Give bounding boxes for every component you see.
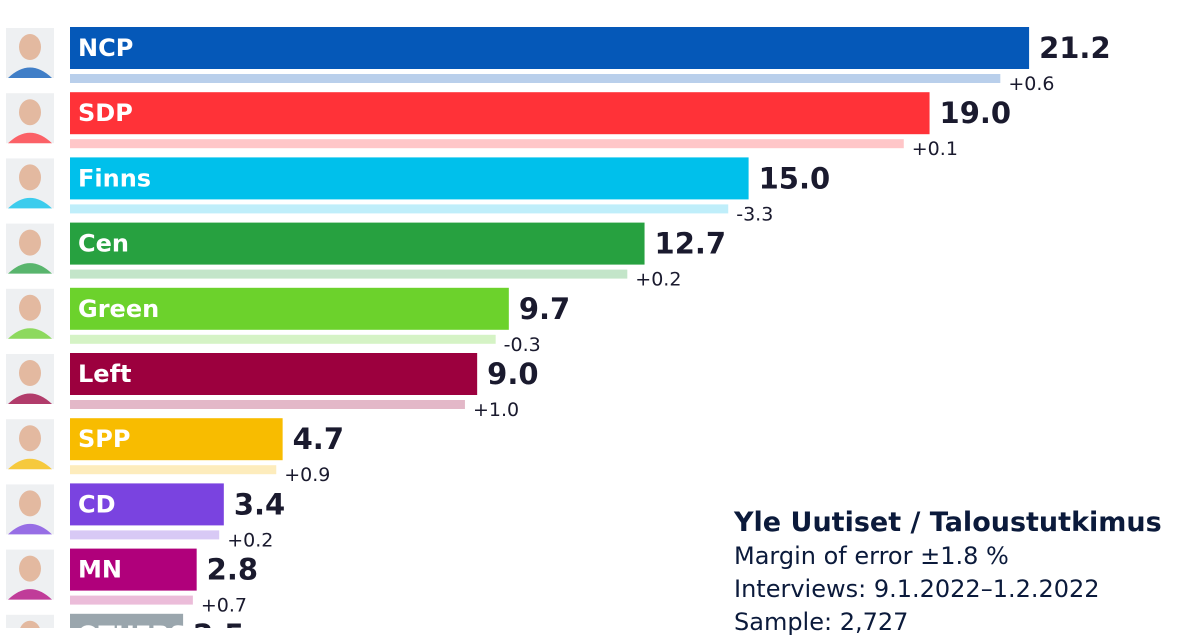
avatar-shoulders: [8, 67, 52, 78]
bar-group-others: OTHERS 2.5: [6, 613, 244, 628]
avatar: [6, 549, 54, 600]
change-label: +0.7: [201, 595, 247, 617]
avatar-shoulders: [8, 132, 52, 144]
bar-value: 2.8: [207, 553, 258, 587]
source-title: Yle Uutiset / Taloustutkimus: [734, 507, 1162, 538]
change-bar: [70, 334, 496, 344]
avatar-shoulders: [8, 197, 52, 209]
change-bar: [70, 530, 220, 540]
bar-label: OTHERS: [78, 621, 187, 628]
interview-dates: Interviews: 9.1.2022–1.2.2022: [734, 575, 1100, 603]
avatar-shoulders: [8, 328, 52, 339]
bar-label: Cen: [78, 230, 129, 258]
bar-value: 15.0: [759, 161, 831, 195]
bar-group-sdp: SDP 19.0 +0.1: [6, 92, 1011, 160]
bar: [70, 548, 197, 591]
change-label: +0.1: [912, 138, 958, 160]
bar: [70, 222, 645, 265]
change-bar: [70, 465, 277, 475]
avatar: [6, 419, 54, 470]
avatar-head: [19, 229, 41, 256]
avatar-head: [19, 99, 41, 126]
sample-size: Sample: 2,727: [734, 608, 909, 636]
change-label: -3.3: [736, 203, 773, 225]
avatar: [6, 354, 54, 404]
bar-label: Green: [78, 295, 159, 323]
bar-value: 19.0: [940, 96, 1012, 130]
avatar-shoulders: [8, 393, 52, 404]
source-box: Yle Uutiset / Taloustutkimus Margin of e…: [734, 506, 1162, 639]
bar-value: 2.5: [193, 618, 244, 628]
bar: [70, 92, 930, 135]
bar: [70, 613, 184, 628]
bar-group-cd: CD 3.4 +0.2: [6, 483, 285, 551]
avatar: [6, 28, 54, 78]
bar-group-mn: MN 2.8 +0.7: [6, 548, 258, 617]
bar-value: 9.0: [487, 357, 538, 391]
change-label: +0.9: [284, 464, 330, 486]
avatar-head: [19, 555, 41, 582]
avatar-head: [19, 294, 41, 321]
bar-label: Left: [78, 360, 131, 388]
avatar: [6, 288, 54, 339]
bar-label: SPP: [78, 425, 130, 453]
bar-label: CD: [78, 490, 116, 518]
bar-group-spp: SPP 4.7 +0.9: [6, 418, 344, 486]
avatar: [6, 223, 54, 274]
change-bar: [70, 74, 1001, 83]
change-label: +0.2: [227, 529, 273, 551]
avatar-head: [19, 360, 41, 386]
bar-value: 3.4: [234, 487, 285, 521]
change-label: +0.6: [1008, 73, 1054, 95]
bar-group-ncp: NCP 21.2 +0.6: [6, 27, 1111, 95]
bar-value: 21.2: [1039, 31, 1111, 65]
margin-of-error: Margin of error ±1.8 %: [734, 542, 1009, 570]
bar-label: SDP: [78, 99, 133, 127]
avatar: [6, 158, 54, 209]
change-label: +1.0: [473, 399, 519, 421]
change-label: +0.2: [635, 269, 681, 291]
bar: [70, 27, 1030, 69]
avatar-shoulders: [8, 263, 52, 274]
bar-value: 12.7: [655, 227, 727, 261]
bar-label: MN: [78, 556, 122, 584]
change-bar: [70, 269, 628, 279]
bar: [70, 353, 478, 395]
bar-group-finns: Finns 15.0 -3.3: [6, 157, 830, 225]
avatar-head: [19, 490, 41, 517]
bar-value: 9.7: [519, 292, 570, 326]
bar-label: Finns: [78, 164, 151, 192]
change-label: -0.3: [504, 334, 541, 356]
avatar-head: [19, 164, 41, 191]
bar-group-green: Green 9.7 -0.3: [6, 287, 570, 356]
bar: [70, 287, 509, 330]
avatar: [6, 614, 54, 628]
change-bar: [70, 595, 193, 605]
bar: [70, 483, 224, 526]
avatar-shoulders: [8, 458, 52, 470]
bar-label: NCP: [78, 34, 133, 62]
avatar: [6, 484, 54, 535]
change-bar: [70, 400, 465, 409]
avatar-head: [20, 620, 40, 628]
avatar: [6, 93, 54, 144]
avatar-shoulders: [8, 523, 52, 535]
bar: [70, 418, 283, 461]
change-bar: [70, 139, 904, 149]
bar: [70, 157, 749, 200]
bar-group-cen: Cen 12.7 +0.2: [6, 222, 727, 291]
avatar-shoulders: [8, 589, 52, 600]
change-bar: [70, 204, 729, 214]
avatar-head: [19, 34, 41, 60]
bar-group-left: Left 9.0 +1.0: [6, 353, 539, 421]
bar-value: 4.7: [293, 422, 344, 456]
avatar-head: [19, 425, 41, 452]
